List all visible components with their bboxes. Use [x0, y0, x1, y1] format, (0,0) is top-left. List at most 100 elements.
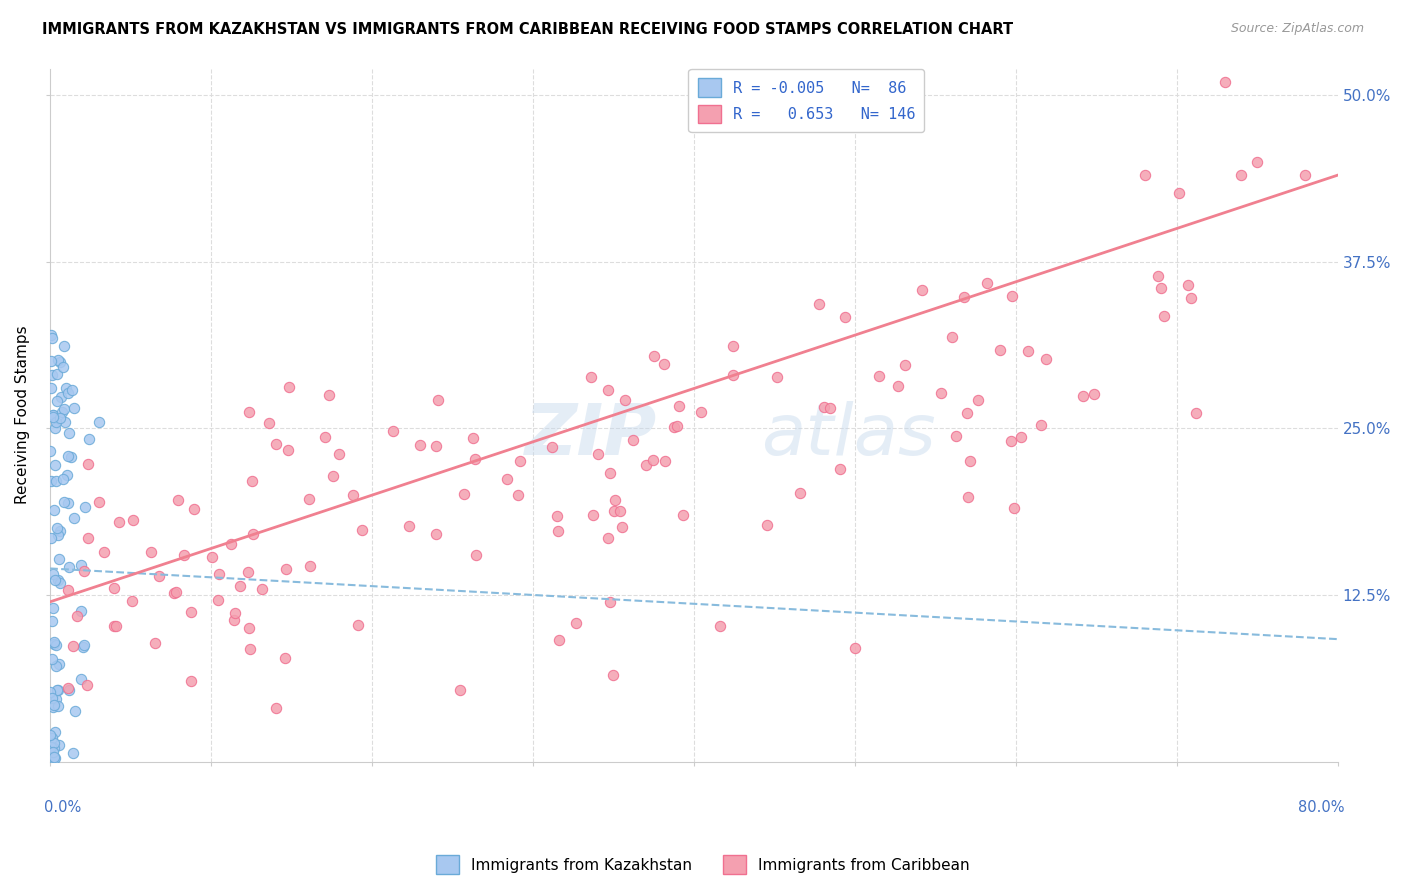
Point [44, 740, 66, 755]
Point [76, 457, 98, 471]
Point [298, 491, 321, 506]
Point [1133, 168, 1156, 182]
Point [274, 562, 297, 576]
Point [42, 750, 65, 764]
Point [425, 439, 447, 453]
Point [219, 537, 242, 551]
Point [77, 532, 100, 546]
Point [63, 704, 86, 718]
Point [93, 545, 115, 559]
Point [44, 751, 66, 765]
Point [634, 458, 657, 472]
Point [44, 725, 66, 739]
Point [41, 614, 63, 628]
Point [49, 390, 72, 404]
Point [813, 401, 835, 415]
Point [44, 458, 66, 472]
Point [277, 442, 299, 457]
Point [105, 619, 128, 633]
Point [52, 359, 75, 374]
Point [464, 451, 486, 466]
Text: Source: ZipAtlas.com: Source: ZipAtlas.com [1230, 22, 1364, 36]
Point [603, 503, 626, 517]
Point [228, 579, 250, 593]
Point [346, 618, 368, 632]
Point [1029, 418, 1052, 433]
Point [77, 432, 100, 446]
Point [58, 683, 80, 698]
Point [52, 339, 75, 353]
Point [89, 415, 111, 429]
Point [56, 582, 79, 597]
Point [41, 731, 63, 746]
Point [868, 369, 890, 384]
Point [166, 493, 188, 508]
Point [238, 621, 260, 635]
Point [165, 584, 187, 599]
Point [690, 405, 713, 419]
Point [721, 368, 744, 382]
Point [1180, 291, 1202, 305]
Point [1001, 289, 1024, 303]
Point [350, 523, 373, 537]
Point [48, 410, 70, 425]
Point [46, 573, 69, 587]
Point [508, 487, 530, 501]
Point [1010, 430, 1032, 444]
Point [453, 487, 475, 501]
Point [55, 381, 77, 395]
Text: ZIP: ZIP [524, 401, 657, 470]
Point [41, 652, 63, 666]
Point [299, 558, 322, 573]
Point [988, 343, 1011, 357]
Point [39, 444, 62, 458]
Point [623, 433, 645, 447]
Point [46, 367, 69, 381]
Point [1230, 168, 1253, 182]
Point [44, 503, 66, 517]
Point [427, 392, 450, 407]
Point [807, 297, 830, 311]
Point [652, 357, 675, 371]
Point [398, 519, 420, 533]
Point [108, 515, 131, 529]
Point [183, 501, 205, 516]
Point [42, 752, 65, 766]
Point [671, 508, 693, 522]
Point [654, 454, 676, 468]
Point [63, 401, 86, 416]
Point [46, 353, 69, 368]
Point [967, 392, 990, 407]
Point [610, 520, 633, 534]
Point [76, 678, 98, 692]
Point [45, 638, 67, 652]
Point [957, 491, 980, 505]
Point [60, 384, 83, 398]
Point [122, 513, 145, 527]
Point [238, 566, 260, 580]
Point [605, 493, 627, 508]
Point [173, 548, 195, 562]
Point [766, 370, 789, 384]
Point [55, 467, 77, 482]
Point [1246, 154, 1268, 169]
Point [60, 450, 83, 464]
Point [207, 592, 229, 607]
Point [44, 421, 66, 435]
Text: IMMIGRANTS FROM KAZAKHSTAN VS IMMIGRANTS FROM CARIBBEAN RECEIVING FOOD STAMPS CO: IMMIGRANTS FROM KAZAKHSTAN VS IMMIGRANTS… [42, 22, 1014, 37]
Point [180, 605, 202, 619]
Point [56, 496, 79, 510]
Point [318, 388, 340, 402]
Point [257, 417, 280, 431]
Point [1167, 186, 1189, 201]
Point [48, 552, 70, 566]
Point [1083, 387, 1105, 401]
Point [39, 684, 62, 698]
Point [1294, 168, 1316, 182]
Point [41, 566, 63, 581]
Legend: R = -0.005   N=  86, R =   0.653   N= 146: R = -0.005 N= 86, R = 0.653 N= 146 [689, 70, 924, 133]
Point [1000, 434, 1022, 449]
Point [1150, 281, 1173, 295]
Point [52, 495, 75, 509]
Point [52, 472, 75, 486]
